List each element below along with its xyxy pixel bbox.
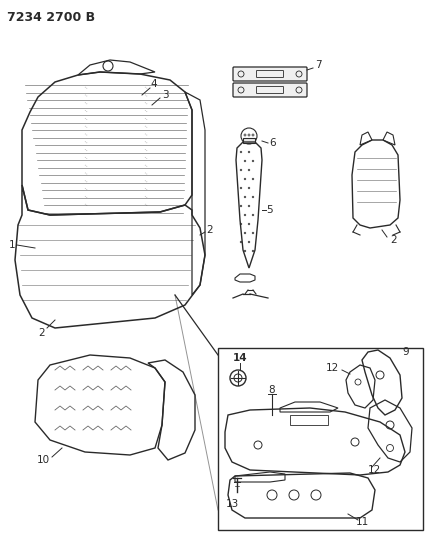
Text: 5: 5 (267, 205, 273, 215)
Text: 9: 9 (403, 347, 409, 357)
Text: 2: 2 (391, 235, 397, 245)
Text: 10: 10 (36, 455, 50, 465)
FancyBboxPatch shape (233, 67, 307, 81)
Text: 11: 11 (355, 517, 369, 527)
Text: 12: 12 (325, 363, 339, 373)
Text: 8: 8 (269, 385, 275, 395)
Text: 13: 13 (226, 499, 239, 509)
Bar (243, 138, 255, 143)
FancyBboxPatch shape (233, 83, 307, 97)
Text: 1: 1 (9, 240, 15, 250)
Text: 7: 7 (315, 60, 321, 70)
Text: 6: 6 (270, 138, 276, 148)
Text: 3: 3 (162, 90, 168, 100)
Text: 4: 4 (151, 79, 158, 89)
Text: 14: 14 (233, 353, 247, 363)
Text: 7234 2700 B: 7234 2700 B (7, 11, 95, 24)
Text: 12: 12 (367, 465, 380, 475)
Bar (218, 348, 423, 530)
Text: 2: 2 (39, 328, 45, 338)
Text: 2: 2 (207, 225, 213, 235)
Bar (290, 415, 328, 425)
